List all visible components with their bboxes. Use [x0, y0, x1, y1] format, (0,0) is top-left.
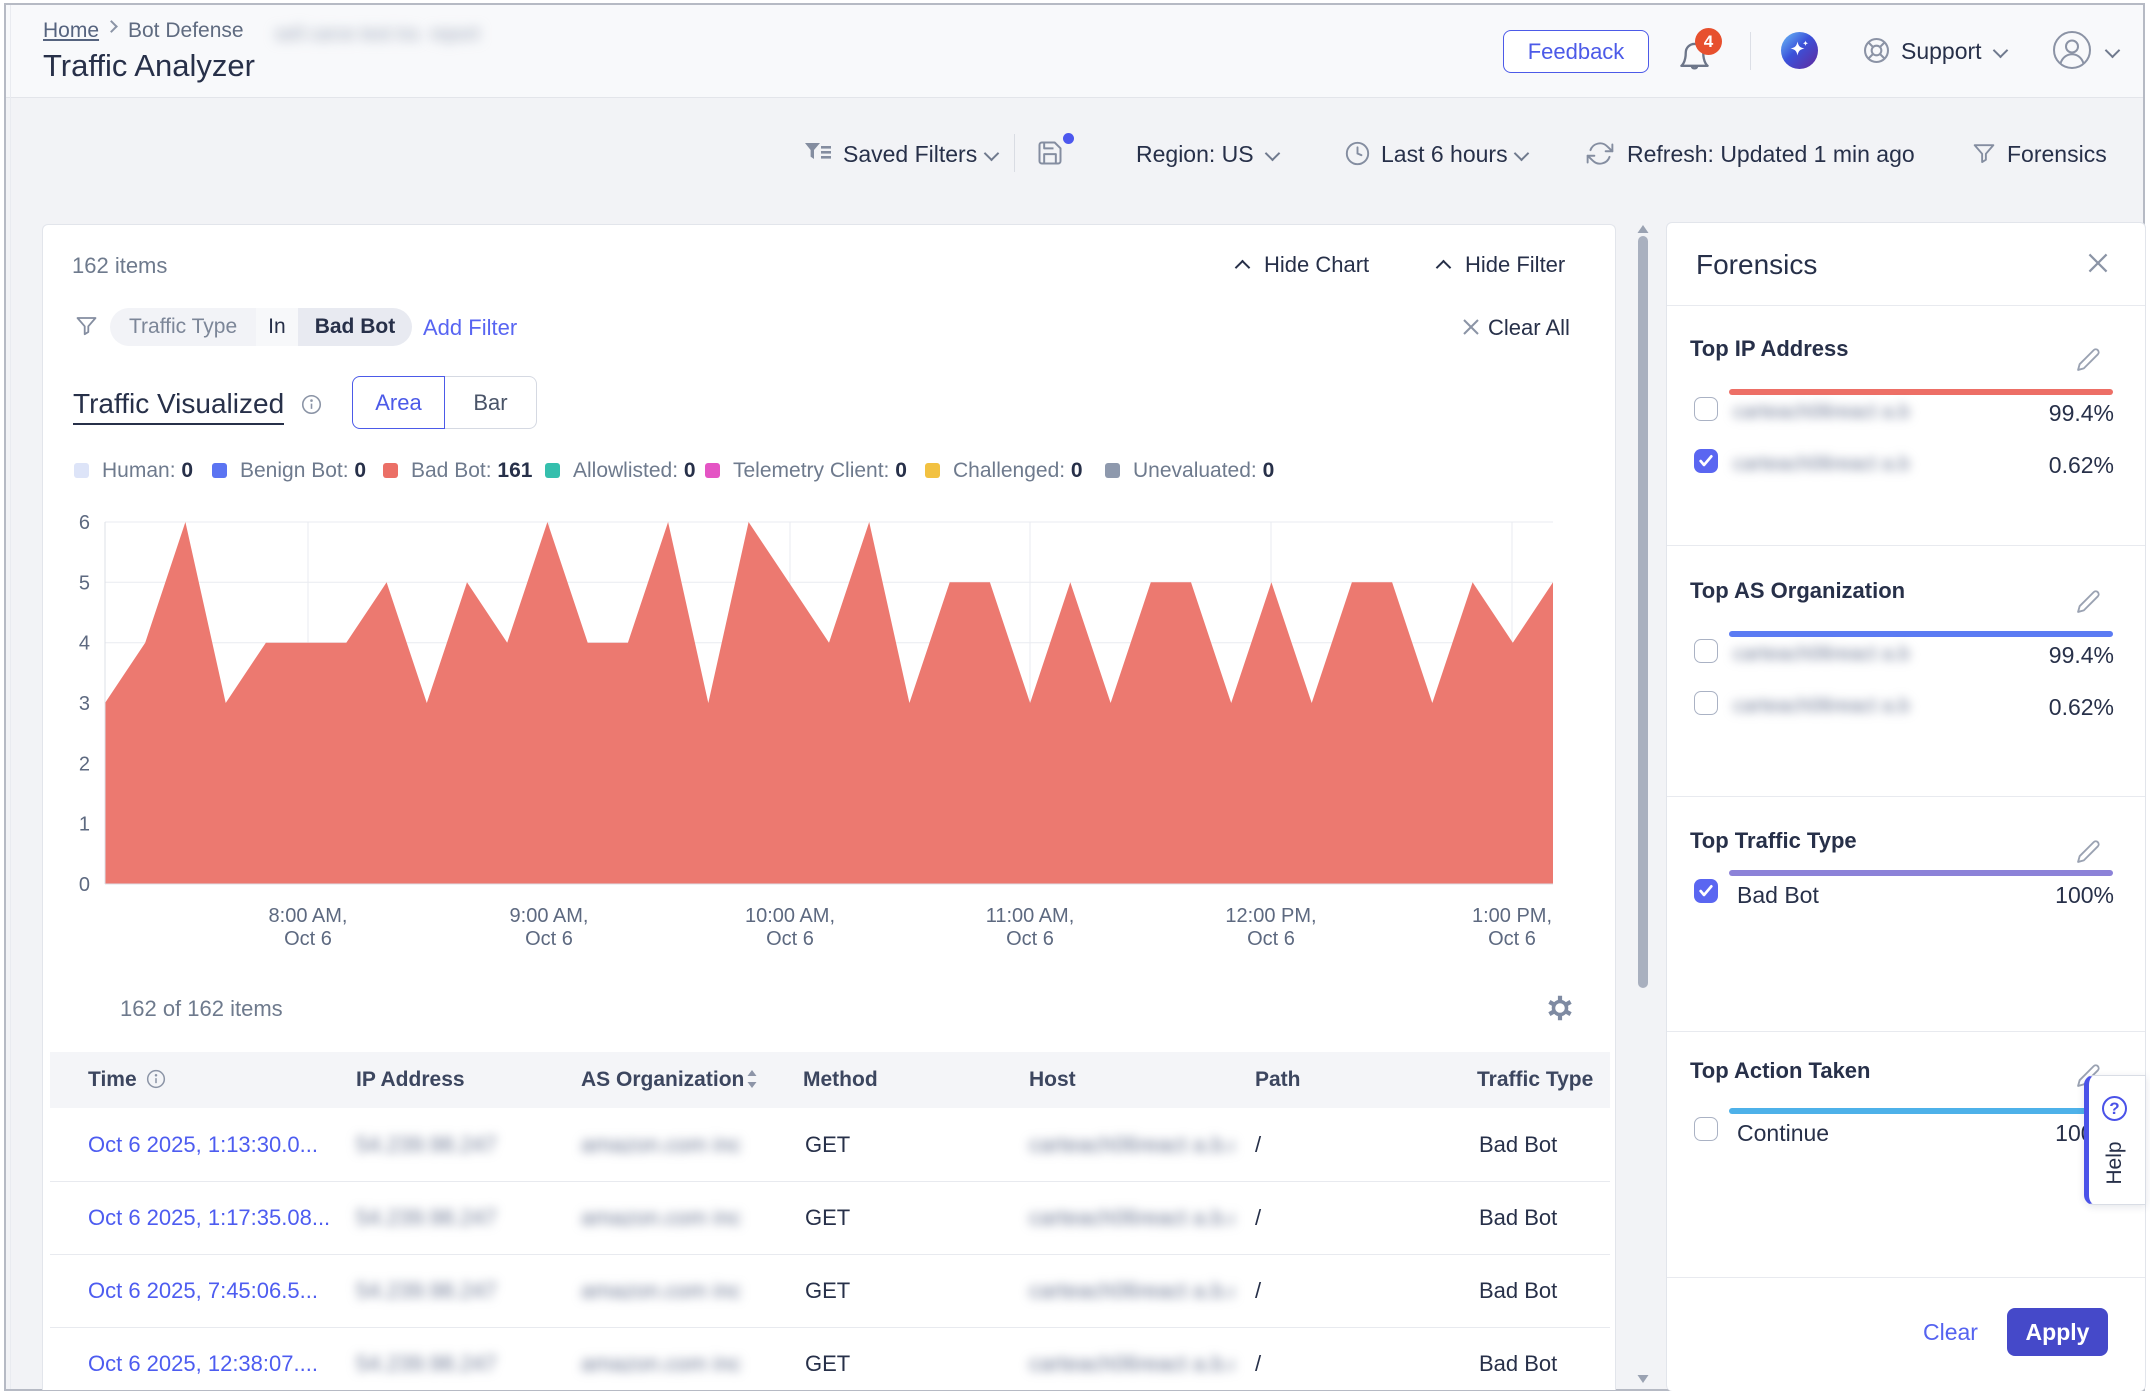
svg-text:1: 1 — [79, 814, 90, 836]
svg-text:Oct 6: Oct 6 — [1488, 928, 1536, 950]
svg-text:12:00 PM,: 12:00 PM, — [1225, 905, 1316, 927]
svg-text:Oct 6: Oct 6 — [1247, 928, 1295, 950]
svg-text:4: 4 — [79, 633, 90, 655]
svg-text:2: 2 — [79, 753, 90, 775]
svg-text:3: 3 — [79, 693, 90, 715]
svg-text:8:00 AM,: 8:00 AM, — [269, 905, 348, 927]
svg-text:0: 0 — [79, 874, 90, 896]
svg-text:5: 5 — [79, 572, 90, 594]
svg-text:Oct 6: Oct 6 — [766, 928, 814, 950]
svg-text:9:00 AM,: 9:00 AM, — [510, 905, 589, 927]
svg-text:Oct 6: Oct 6 — [284, 928, 332, 950]
svg-text:Oct 6: Oct 6 — [1006, 928, 1054, 950]
svg-text:10:00 AM,: 10:00 AM, — [745, 905, 835, 927]
svg-text:Oct 6: Oct 6 — [525, 928, 573, 950]
svg-text:11:00 AM,: 11:00 AM, — [986, 905, 1075, 927]
svg-text:6: 6 — [79, 512, 90, 534]
svg-text:1:00 PM,: 1:00 PM, — [1472, 905, 1552, 927]
